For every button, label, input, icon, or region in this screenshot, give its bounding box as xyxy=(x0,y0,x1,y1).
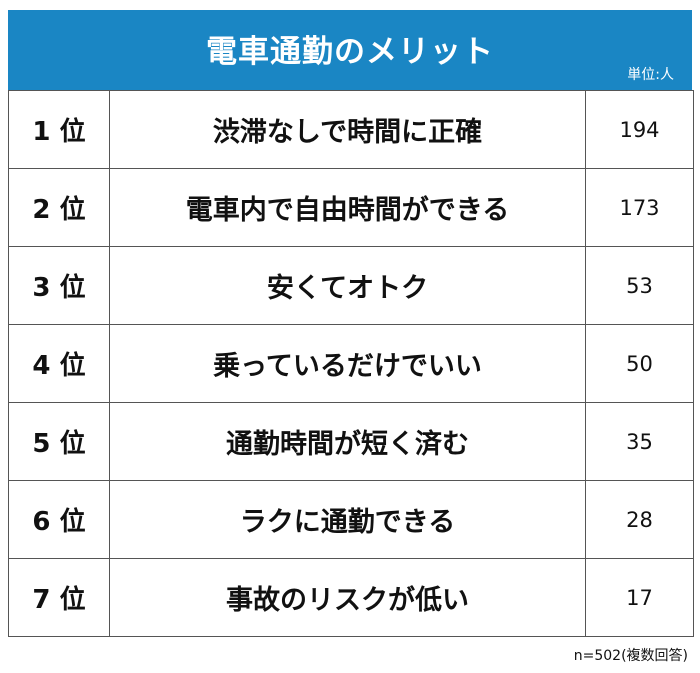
ranking-table: 1 位渋滞なしで時間に正確 194 2 位電車内で自由時間ができる 173 3 位安くて… xyxy=(8,90,694,637)
ranking-table-container: 電車通勤のメリット 単位:人 1 位渋滞なしで時間に正確 194 2 位電車内で自由… xyxy=(8,10,694,637)
item-cell: 事故のリスクが低い xyxy=(109,558,586,637)
item-cell: 電車内で自由時間ができる xyxy=(109,168,586,247)
rank-cell: 6 位 xyxy=(8,480,110,559)
table-row: 1 位渋滞なしで時間に正確 194 xyxy=(8,90,694,169)
table-title: 電車通勤のメリット xyxy=(206,34,494,70)
count-cell: 53 xyxy=(585,246,694,325)
count-cell: 28 xyxy=(585,480,694,559)
item-cell: 通勤時間が短く済む xyxy=(109,402,586,481)
table-row: 2 位電車内で自由時間ができる 173 xyxy=(8,168,694,247)
ranking-rows: 1 位渋滞なしで時間に正確 194 2 位電車内で自由時間ができる 173 3 位安くて… xyxy=(8,90,694,637)
rank-cell: 5 位 xyxy=(8,402,110,481)
rank-cell: 1 位 xyxy=(8,90,110,169)
count-cell: 194 xyxy=(585,90,694,169)
rank-cell: 7 位 xyxy=(8,558,110,637)
rank-cell: 2 位 xyxy=(8,168,110,247)
item-cell: 渋滞なしで時間に正確 xyxy=(109,90,586,169)
rank-cell: 4 位 xyxy=(8,324,110,403)
count-cell: 35 xyxy=(585,402,694,481)
table-row: 5 位通勤時間が短く済む 35 xyxy=(8,402,694,481)
table-row: 6 位ラクに通勤できる 28 xyxy=(8,480,694,559)
rank-cell: 3 位 xyxy=(8,246,110,325)
table-row: 3 位安くてオトク 53 xyxy=(8,246,694,325)
count-cell: 173 xyxy=(585,168,694,247)
count-cell: 17 xyxy=(585,558,694,637)
table-row: 4 位乗っているだけでいい 50 xyxy=(8,324,694,403)
sample-note: n=502(複数回答) xyxy=(573,648,688,664)
table-header: 電車通勤のメリット 単位:人 xyxy=(8,10,692,90)
table-row: 7 位事故のリスクが低い 17 xyxy=(8,558,694,637)
unit-label: 単位:人 xyxy=(627,67,674,83)
item-cell: 乗っているだけでいい xyxy=(109,324,586,403)
item-cell: ラクに通勤できる xyxy=(109,480,586,559)
count-cell: 50 xyxy=(585,324,694,403)
item-cell: 安くてオトク xyxy=(109,246,586,325)
